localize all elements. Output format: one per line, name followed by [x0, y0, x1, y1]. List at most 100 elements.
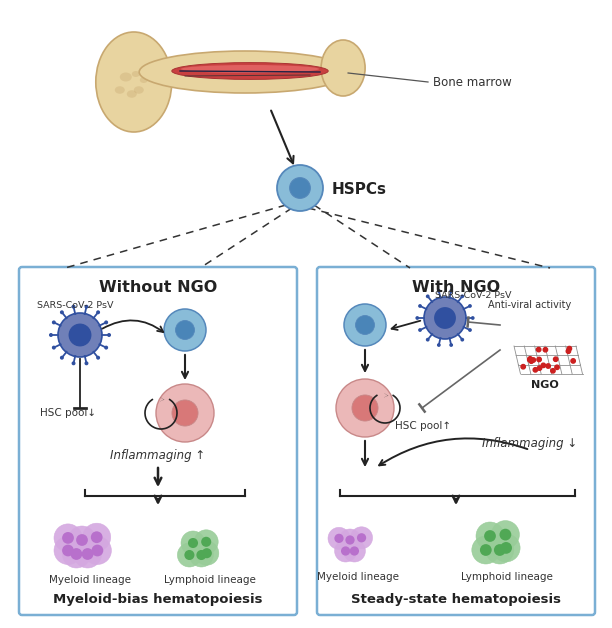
Text: HSC pool↑: HSC pool↑	[395, 421, 451, 431]
Circle shape	[336, 379, 394, 437]
FancyBboxPatch shape	[19, 267, 297, 615]
Circle shape	[84, 361, 89, 365]
Circle shape	[426, 295, 430, 298]
Circle shape	[350, 546, 359, 556]
Circle shape	[468, 328, 472, 332]
Text: Inflammaging ↑: Inflammaging ↑	[110, 448, 206, 462]
Text: Anti-viral activity: Anti-viral activity	[488, 300, 572, 310]
Circle shape	[277, 165, 323, 211]
Circle shape	[567, 347, 572, 351]
Circle shape	[356, 315, 375, 335]
Circle shape	[73, 540, 102, 568]
Circle shape	[528, 357, 532, 361]
Circle shape	[566, 349, 570, 354]
Circle shape	[341, 546, 350, 556]
Circle shape	[541, 363, 545, 367]
Circle shape	[62, 540, 91, 568]
Circle shape	[156, 384, 214, 442]
Circle shape	[177, 543, 201, 567]
Circle shape	[96, 310, 100, 314]
Circle shape	[195, 541, 219, 565]
Circle shape	[58, 313, 102, 357]
Circle shape	[521, 364, 525, 369]
Circle shape	[52, 345, 56, 350]
Circle shape	[492, 534, 520, 562]
Circle shape	[494, 544, 506, 556]
Circle shape	[164, 309, 206, 351]
Circle shape	[91, 531, 103, 543]
Circle shape	[416, 316, 419, 320]
Circle shape	[537, 366, 542, 371]
Circle shape	[471, 316, 475, 320]
Text: Lymphoid lineage: Lymphoid lineage	[461, 572, 553, 582]
Ellipse shape	[321, 40, 365, 96]
Circle shape	[468, 304, 472, 308]
Circle shape	[537, 357, 541, 362]
Circle shape	[449, 343, 453, 347]
Circle shape	[181, 531, 205, 555]
Circle shape	[500, 542, 512, 554]
Circle shape	[339, 529, 361, 551]
Text: Without NGO: Without NGO	[99, 281, 217, 296]
Circle shape	[484, 530, 496, 542]
Text: SARS-CoV-2 PsV: SARS-CoV-2 PsV	[37, 301, 113, 310]
Circle shape	[343, 540, 365, 562]
Circle shape	[176, 320, 195, 340]
Circle shape	[472, 536, 500, 564]
Circle shape	[60, 355, 64, 360]
Circle shape	[491, 521, 520, 549]
Circle shape	[96, 355, 100, 360]
Text: Myeloid-bias hematopoiesis: Myeloid-bias hematopoiesis	[53, 593, 263, 607]
Circle shape	[334, 534, 343, 543]
Circle shape	[460, 295, 464, 298]
Circle shape	[92, 544, 103, 556]
Ellipse shape	[134, 86, 144, 94]
Circle shape	[196, 550, 206, 560]
Ellipse shape	[139, 51, 351, 93]
Ellipse shape	[140, 77, 148, 83]
Circle shape	[345, 536, 354, 544]
Ellipse shape	[115, 86, 125, 94]
Ellipse shape	[181, 65, 319, 73]
Circle shape	[551, 369, 555, 373]
Circle shape	[69, 323, 91, 347]
Circle shape	[335, 540, 357, 562]
Text: HSPCs: HSPCs	[332, 183, 387, 197]
Circle shape	[499, 529, 511, 541]
Circle shape	[82, 548, 94, 560]
Circle shape	[107, 333, 111, 337]
Circle shape	[418, 304, 422, 308]
Circle shape	[60, 310, 64, 314]
Circle shape	[424, 297, 466, 339]
Ellipse shape	[96, 32, 172, 132]
Circle shape	[184, 550, 195, 560]
Circle shape	[104, 345, 108, 350]
Circle shape	[537, 347, 541, 352]
Circle shape	[418, 328, 422, 332]
Text: NGO: NGO	[531, 380, 559, 390]
Circle shape	[54, 524, 82, 552]
Circle shape	[172, 400, 198, 426]
Text: HSC pool↓: HSC pool↓	[40, 408, 96, 418]
Circle shape	[289, 178, 310, 198]
Circle shape	[83, 523, 111, 551]
Circle shape	[72, 361, 75, 365]
Circle shape	[546, 364, 550, 368]
Circle shape	[571, 359, 575, 363]
Circle shape	[62, 532, 74, 544]
Circle shape	[434, 307, 456, 329]
Circle shape	[533, 367, 537, 372]
Circle shape	[54, 536, 82, 565]
Circle shape	[555, 365, 559, 369]
Circle shape	[426, 338, 430, 342]
Circle shape	[357, 533, 366, 543]
Circle shape	[83, 536, 111, 565]
Ellipse shape	[172, 63, 328, 79]
Ellipse shape	[120, 72, 132, 82]
Text: Myeloid lineage: Myeloid lineage	[317, 572, 399, 582]
Circle shape	[201, 537, 211, 547]
Circle shape	[543, 347, 548, 352]
Ellipse shape	[127, 90, 137, 98]
Circle shape	[189, 543, 214, 567]
Text: Myeloid lineage: Myeloid lineage	[49, 575, 131, 585]
